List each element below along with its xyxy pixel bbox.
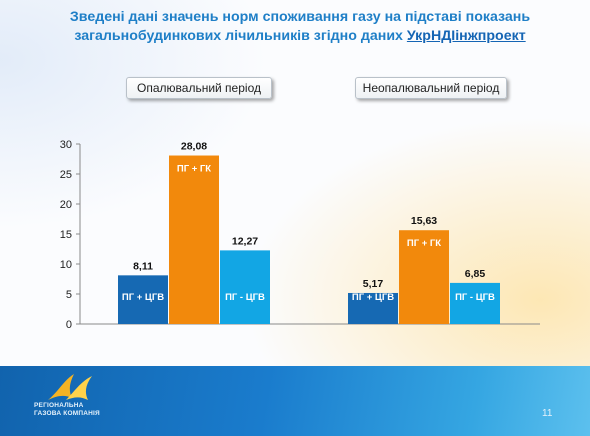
bar-chart: 0 5 10 15 20 25 30 8,11 ПГ + ЦГВ 28,08 ПГ + ГК 12,2… <box>60 139 540 331</box>
y-tick-label: 25 <box>60 169 72 181</box>
data-label: 28,08 <box>181 141 207 153</box>
title-line-2-text: загальнобудинкових лічильників згідно да… <box>74 28 407 44</box>
logo-line-2: ГАЗОВА КОМПАНІЯ <box>34 410 100 417</box>
data-label: 6,85 <box>465 268 486 280</box>
data-label: 5,17 <box>363 278 384 290</box>
y-tick-label: 15 <box>60 229 72 241</box>
y-tick-label: 10 <box>60 259 72 271</box>
y-tick-label: 0 <box>66 319 72 331</box>
footer-band <box>0 366 590 436</box>
bar-series-label: ПГ + ГК <box>407 238 441 249</box>
y-tick-label: 20 <box>60 199 72 211</box>
bar <box>450 282 500 324</box>
source-link[interactable]: УкрНДІінжпроект <box>406 28 526 44</box>
data-label: 8,11 <box>133 260 153 272</box>
y-tick-label: 5 <box>66 289 72 301</box>
heating-period-label: Опалювальний період <box>126 77 272 99</box>
bar <box>348 292 398 324</box>
title-line-1: Зведені дані значень норм споживання газ… <box>69 9 531 25</box>
bar-series-label: ПГ - ЦГВ <box>455 292 495 303</box>
page-number: 11 <box>542 408 553 419</box>
company-logo-text: РЕГІОНАЛЬНА ГАЗОВА КОМПАНІЯ <box>34 402 100 418</box>
bar-series-label: ПГ + ЦГВ <box>352 292 394 303</box>
company-logo-icon <box>48 374 92 400</box>
bar-series-label: ПГ + ЦГВ <box>122 292 164 303</box>
bar-series-label: ПГ - ЦГВ <box>225 292 265 303</box>
bar <box>220 250 270 324</box>
data-label: 15,63 <box>411 215 437 227</box>
title-line-2: загальнобудинкових лічильників згідно да… <box>40 27 560 46</box>
data-label: 12,27 <box>232 235 258 247</box>
logo-line-1: РЕГІОНАЛЬНА <box>34 402 84 409</box>
y-tick-label: 30 <box>60 139 72 151</box>
bar <box>118 275 168 324</box>
bar <box>399 230 449 324</box>
bar <box>169 155 219 324</box>
nonheating-period-label: Неопалювальний період <box>355 77 507 99</box>
slide-title: Зведені дані значень норм споживання газ… <box>40 8 560 46</box>
bar-series-label: ПГ + ГК <box>177 164 211 175</box>
